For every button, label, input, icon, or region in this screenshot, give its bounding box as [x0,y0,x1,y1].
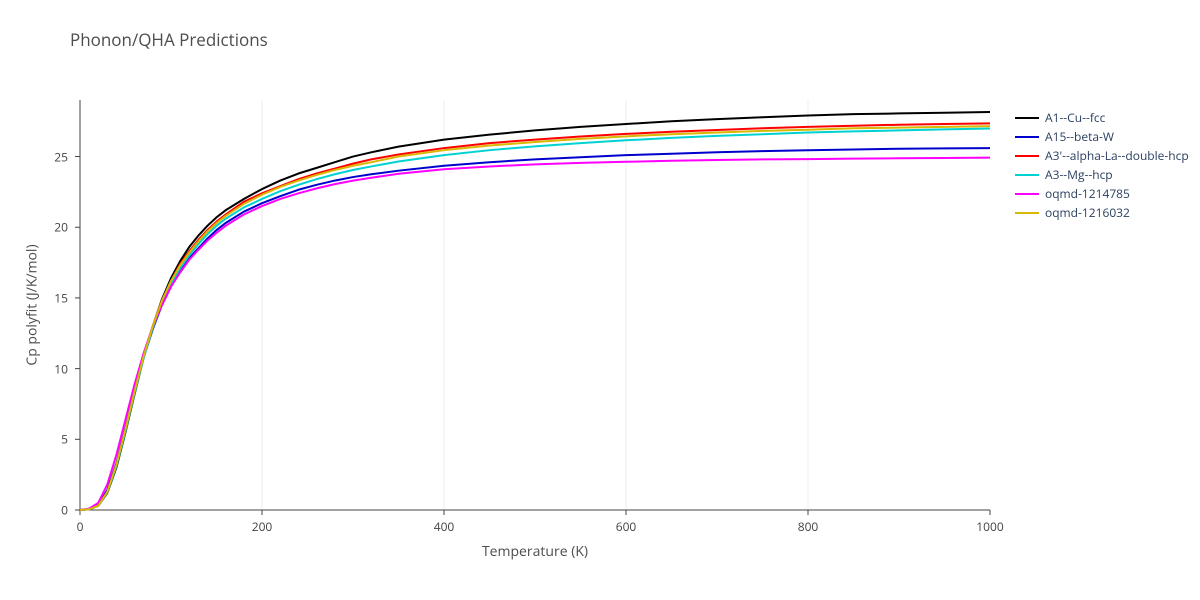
series-line[interactable] [80,129,990,510]
chart-title: Phonon/QHA Predictions [70,28,268,51]
x-tick-label: 200 [252,518,273,535]
y-axis-title: Cp polyfit (J/K/mol) [23,244,42,365]
legend-label: oqmd-1216032 [1045,204,1130,221]
x-tick-label: 1000 [976,518,1003,535]
series-line[interactable] [80,126,990,510]
x-tick-label: 0 [77,518,84,535]
legend-swatch [1015,174,1039,176]
x-tick-label: 400 [434,518,455,535]
series-line[interactable] [80,112,990,510]
legend-item[interactable]: A3'--alpha-La--double-hcp [1015,146,1189,165]
series-line[interactable] [80,158,990,510]
legend-item[interactable]: oqmd-1214785 [1015,184,1189,203]
x-axis-title: Temperature (K) [482,542,588,561]
series-line[interactable] [80,123,990,510]
chart-container: Phonon/QHA Predictions 0 200 400 600 800 1000… [0,0,1200,600]
x-tick-label: 600 [616,518,637,535]
legend-item[interactable]: oqmd-1216032 [1015,203,1189,222]
legend-swatch [1015,136,1039,138]
legend: A1--Cu--fcc A15--beta-W A3'--alpha-La--dou… [1015,108,1189,222]
legend-label: A15--beta-W [1045,128,1114,145]
legend-swatch [1015,193,1039,195]
x-tick-label: 800 [798,518,819,535]
legend-label: A3'--alpha-La--double-hcp [1045,147,1189,164]
legend-label: oqmd-1214785 [1045,185,1130,202]
legend-label: A1--Cu--fcc [1045,109,1105,126]
legend-item[interactable]: A15--beta-W [1015,127,1189,146]
legend-swatch [1015,117,1039,119]
series-line[interactable] [80,148,990,510]
legend-label: A3--Mg--hcp [1045,166,1113,183]
legend-swatch [1015,155,1039,157]
legend-item[interactable]: A1--Cu--fcc [1015,108,1189,127]
legend-swatch [1015,212,1039,214]
legend-item[interactable]: A3--Mg--hcp [1015,165,1189,184]
plot-area [80,100,990,510]
